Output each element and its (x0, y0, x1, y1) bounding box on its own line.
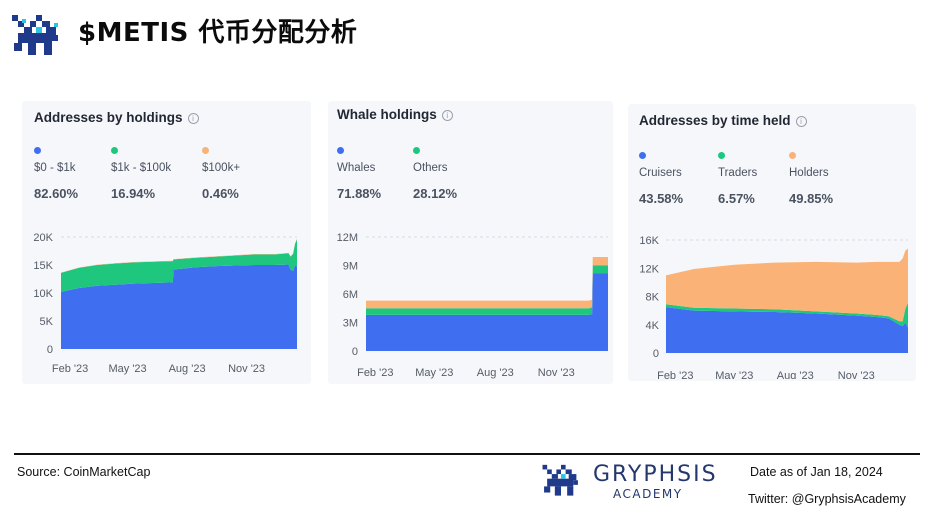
card-title-text: Addresses by holdings (34, 110, 183, 125)
y-tick-label: 3M (343, 318, 358, 330)
x-tick-label: Aug '23 (169, 363, 206, 375)
time-held-area-chart: 0 4K 8K 12K 16K Feb '23 May '23 Aug '23 Nov '23 (639, 235, 908, 379)
legend-dot-blue (34, 147, 41, 154)
x-tick-label: Nov '23 (228, 363, 265, 375)
area-series (366, 273, 608, 351)
legend-value: 16.94% (111, 186, 156, 201)
source-text: Source: CoinMarketCap (17, 465, 151, 479)
legend-value: 0.46% (202, 186, 239, 201)
y-tick-label: 15K (33, 260, 53, 272)
area-series (666, 248, 908, 322)
card-title: Addresses by time held i (639, 113, 807, 128)
x-tick-label: Feb '23 (52, 363, 88, 375)
y-tick-label: 0 (47, 344, 53, 356)
legend-label: $0 - $1k (34, 162, 76, 174)
y-tick-label: 12M (337, 232, 358, 244)
brand-sub: ACADEMY (613, 487, 683, 501)
legend-dot-green (718, 152, 725, 159)
legend-dot-blue (639, 152, 646, 159)
y-tick-label: 0 (352, 346, 358, 358)
legend-label: Holders (789, 167, 829, 179)
y-tick-label: 4K (646, 320, 660, 332)
y-tick-label: 20K (33, 232, 53, 244)
legend-dot-orange (202, 147, 209, 154)
y-tick-label: 8K (646, 292, 660, 304)
x-tick-label: May '23 (109, 363, 147, 375)
y-tick-label: 12K (639, 263, 659, 275)
y-tick-label: 5K (40, 316, 54, 328)
legend-value: 71.88% (337, 186, 382, 201)
y-tick-label: 0 (653, 348, 659, 360)
x-tick-label: May '23 (715, 370, 753, 379)
footer-divider (14, 453, 920, 455)
area-series (61, 264, 297, 349)
legend-value: 28.12% (413, 186, 458, 201)
y-tick-label: 10K (33, 288, 53, 300)
x-tick-label: May '23 (415, 367, 453, 379)
legend-value: 6.57% (718, 191, 755, 206)
legend-dot-blue (337, 147, 344, 154)
card-title-text: Whale holdings (337, 107, 437, 122)
legend-dot-orange (789, 152, 796, 159)
legend-label: Whales (337, 162, 376, 174)
legend-label: Others (413, 162, 448, 174)
legend-label: Traders (718, 167, 758, 179)
y-tick-label: 6M (343, 289, 358, 301)
legend-label: $100k+ (202, 162, 241, 174)
y-tick-label: 9M (343, 261, 358, 273)
legend-dot-green (111, 147, 118, 154)
x-tick-label: Feb '23 (357, 367, 393, 379)
card-whale-holdings: Whale holdings i Whales 71.88% Others 28.… (328, 101, 613, 384)
info-icon[interactable]: i (795, 116, 807, 127)
legend-value: 82.60% (34, 186, 79, 201)
whale-area-chart: 0 3M 6M 9M 12M Feb '23 May '23 Aug '23 Nov '23 (337, 232, 608, 379)
gryphsis-logo (542, 464, 578, 496)
area-series (366, 265, 608, 315)
x-tick-label: Nov '23 (538, 367, 575, 379)
x-tick-label: Nov '23 (838, 370, 875, 379)
area-series (666, 307, 908, 353)
info-icon[interactable]: i (187, 113, 199, 124)
legend-value: 49.85% (789, 191, 834, 206)
brand-name: GRYPHSIS (593, 462, 718, 487)
legend-label: Cruisers (639, 167, 682, 179)
legend-value: 43.58% (639, 191, 684, 206)
card-title: Addresses by holdings i (34, 110, 199, 125)
y-tick-label: 16K (639, 235, 659, 247)
legend-label: $1k - $100k (111, 162, 172, 174)
gryphsis-logo (12, 15, 58, 55)
area-series (366, 256, 608, 309)
holdings-area-chart: 0 5K 10K 15K 20K Feb '23 May '23 Aug '23 Nov '23 (33, 232, 297, 375)
twitter-handle: Twitter: @GryphsisAcademy (748, 492, 906, 506)
page-title: $METIS 代币分配分析 (78, 18, 358, 48)
card-title-text: Addresses by time held (639, 113, 791, 128)
legend-dot-green (413, 147, 420, 154)
area-series (666, 302, 908, 328)
card-addresses-by-holdings: Addresses by holdings i $0 - $1k 82.60% $… (22, 101, 311, 384)
x-tick-label: Aug '23 (777, 370, 814, 379)
x-tick-label: Aug '23 (477, 367, 514, 379)
info-icon[interactable]: i (441, 110, 453, 121)
card-addresses-by-time-held: Addresses by time held i Cruisers 43.58% … (628, 104, 916, 381)
date-as-of: Date as of Jan 18, 2024 (750, 465, 883, 479)
area-series (61, 239, 297, 292)
card-title: Whale holdings i (337, 107, 453, 122)
x-tick-label: Feb '23 (657, 370, 693, 379)
